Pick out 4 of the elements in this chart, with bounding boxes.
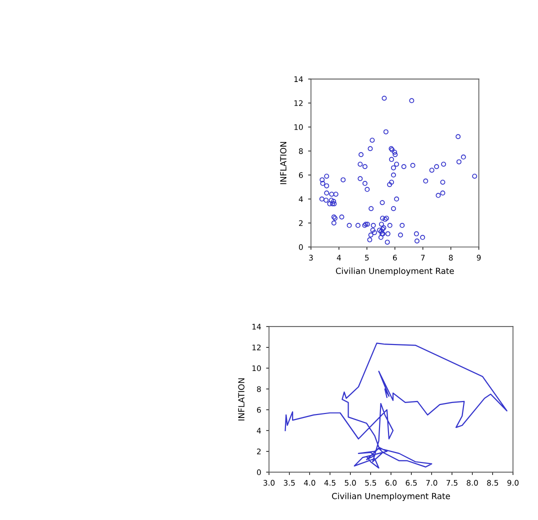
x-axis-title: Civilian Unemployment Rate	[336, 268, 454, 276]
y-axis-title: INFLATION	[280, 142, 286, 184]
x-axis-title: Civilian Unemployment Rate	[332, 492, 450, 501]
y-axis-title: INFLATION	[238, 378, 244, 420]
